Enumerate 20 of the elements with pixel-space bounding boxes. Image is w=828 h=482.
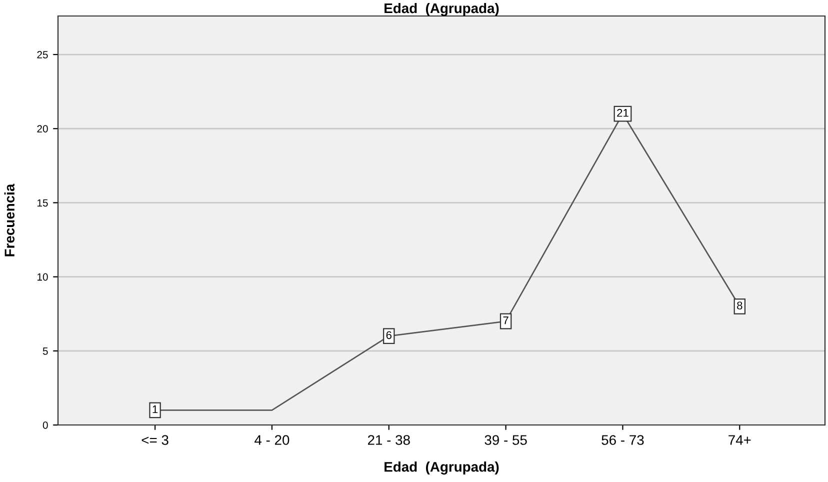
data-label: 6 [386, 331, 392, 340]
x-axis-title: Edad (Agrupada) [384, 462, 499, 475]
data-label: 7 [503, 316, 508, 324]
y-tick-label: 15 [37, 199, 48, 207]
x-tick-label: 4 - 20 [254, 435, 290, 445]
y-tick-label: 5 [42, 348, 48, 355]
y-axis-title: Frecuencia [4, 184, 15, 256]
chart-title: Edad (Agrupada) [384, 2, 499, 16]
x-tick-label: 74+ [728, 435, 751, 445]
y-tick-label: 0 [42, 422, 48, 429]
y-tick-label: 25 [37, 51, 48, 58]
data-label: 21 [617, 108, 628, 117]
x-tick-label: <= 3 [142, 435, 168, 445]
data-label: 1 [152, 405, 158, 414]
data-label: 8 [737, 302, 742, 310]
y-tick-label: 10 [37, 273, 48, 281]
x-tick-label: 56 - 73 [602, 435, 644, 445]
y-tick-label: 20 [37, 125, 48, 132]
x-tick-label: 21 - 38 [368, 435, 410, 445]
x-tick-label: 39 - 55 [484, 435, 527, 445]
